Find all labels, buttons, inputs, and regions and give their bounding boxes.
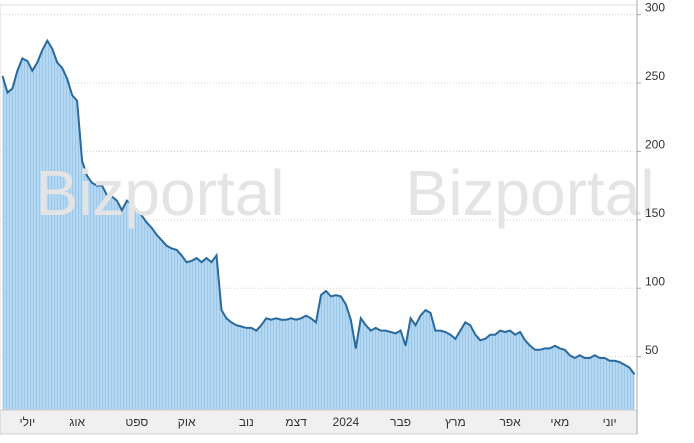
- y-tick-label: 300: [645, 1, 665, 15]
- watermark: Bizportal: [406, 157, 655, 229]
- price-line: [1, 38, 636, 375]
- x-tick-label: יולי: [20, 415, 36, 429]
- area-fill: [2, 40, 635, 410]
- x-tick-label: 2024: [333, 415, 360, 429]
- x-tick-label: אוג: [69, 415, 85, 429]
- y-tick-label: 50: [645, 343, 659, 357]
- x-tick-label: פבר: [390, 415, 411, 429]
- x-tick-label: נוב: [239, 415, 254, 429]
- x-tick-label: ספט: [125, 415, 148, 429]
- x-tick-label: מרץ: [445, 415, 466, 429]
- y-tick-label: 200: [645, 138, 665, 152]
- watermark: Bizportal: [36, 157, 285, 229]
- x-axis-band: [0, 409, 638, 435]
- y-tick-label: 100: [645, 274, 665, 288]
- x-tick-label: יוני: [603, 415, 617, 429]
- x-tick-label: אפר: [499, 415, 521, 429]
- x-tick-label: אוק: [178, 415, 196, 429]
- x-tick-label: דצמ: [285, 415, 307, 429]
- x-tick-label: מאי: [550, 415, 569, 429]
- y-tick-label: 150: [645, 206, 665, 220]
- y-tick-label: 250: [645, 69, 665, 83]
